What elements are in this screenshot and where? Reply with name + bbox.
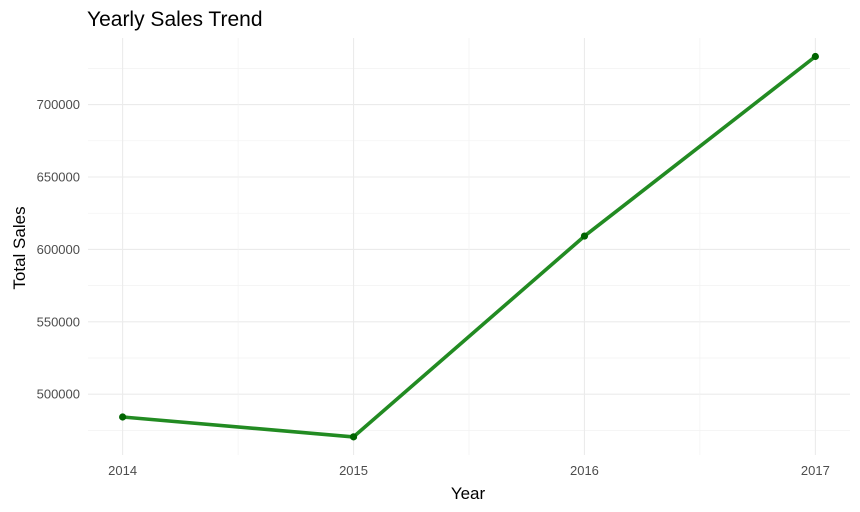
y-axis-label: Total Sales: [10, 206, 29, 289]
y-tick-label: 550000: [37, 314, 80, 329]
x-tick-label: 2016: [570, 463, 599, 478]
x-tick-labels: 2014 2015 2016 2017: [108, 463, 830, 478]
data-point: [349, 433, 358, 441]
x-tick-label: 2017: [801, 463, 830, 478]
series-points-group: [119, 52, 819, 441]
series-line: [120, 54, 818, 439]
y-tick-label: 500000: [37, 387, 80, 402]
chart-title: Yearly Sales Trend: [87, 8, 263, 31]
y-tick-label: 650000: [37, 170, 80, 185]
x-tick-label: 2014: [108, 463, 137, 478]
x-tick-label: 2015: [339, 463, 368, 478]
grid: [88, 38, 850, 455]
x-axis-label: Year: [451, 484, 486, 503]
series-line-group: [120, 54, 818, 439]
y-tick-label: 600000: [37, 242, 80, 257]
data-point: [811, 52, 819, 61]
y-tick-label: 700000: [37, 97, 80, 112]
data-point: [580, 232, 589, 240]
data-point: [119, 413, 127, 421]
y-tick-labels: 500000 550000 600000 650000 700000: [37, 97, 80, 402]
